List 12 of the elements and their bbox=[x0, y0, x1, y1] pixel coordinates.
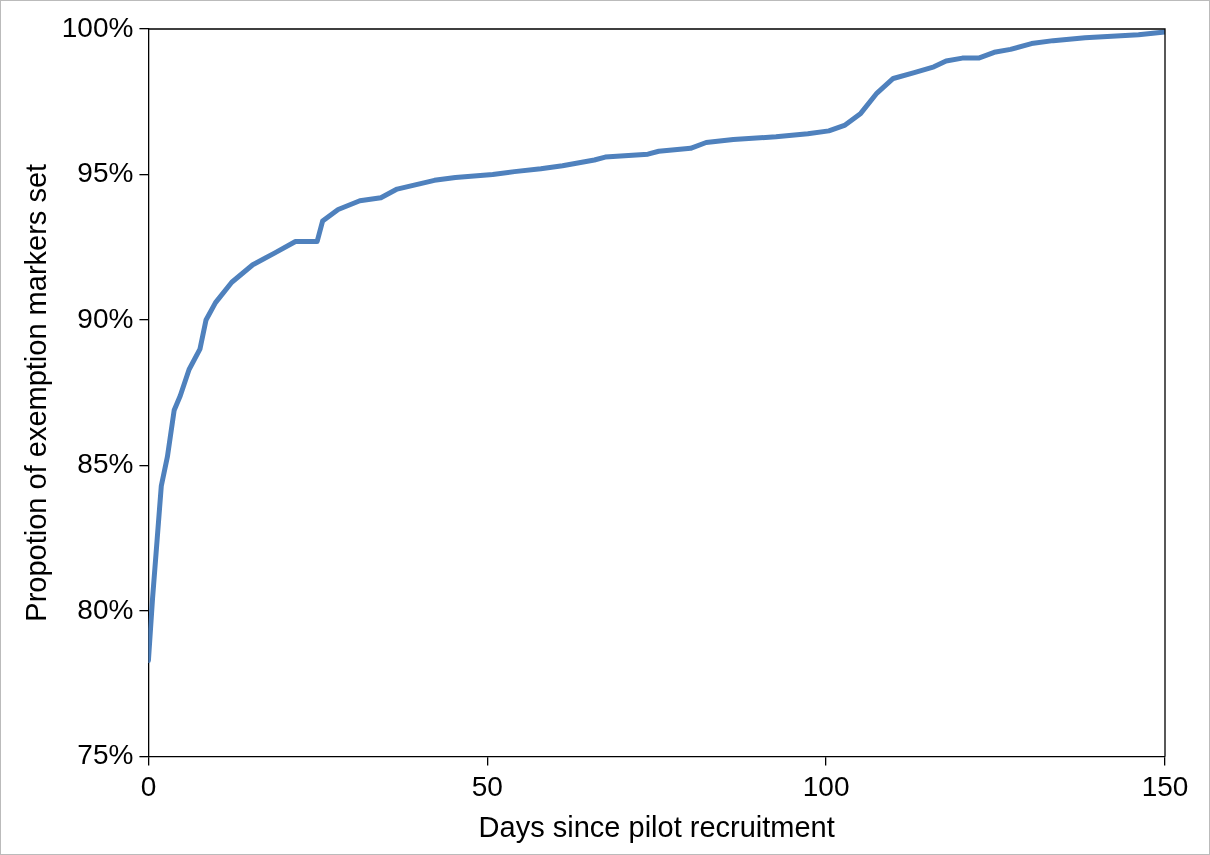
x-tick-label: 50 bbox=[471, 771, 503, 803]
y-tick-label: 95% bbox=[77, 157, 134, 189]
x-tick-label: 0 bbox=[140, 771, 157, 803]
y-tick-label: 90% bbox=[77, 302, 134, 334]
x-tick-label: 150 bbox=[1141, 771, 1189, 803]
x-axis-title: Days since pilot recruitment bbox=[478, 810, 835, 843]
y-tick-label: 85% bbox=[77, 448, 134, 480]
y-axis-title: Propotion of exemption markers set bbox=[20, 163, 53, 622]
y-tick-label: 100% bbox=[61, 11, 134, 43]
y-tick-label: 80% bbox=[77, 593, 134, 625]
x-tick-label: 100 bbox=[802, 771, 850, 803]
y-tick-label: 75% bbox=[77, 739, 134, 771]
